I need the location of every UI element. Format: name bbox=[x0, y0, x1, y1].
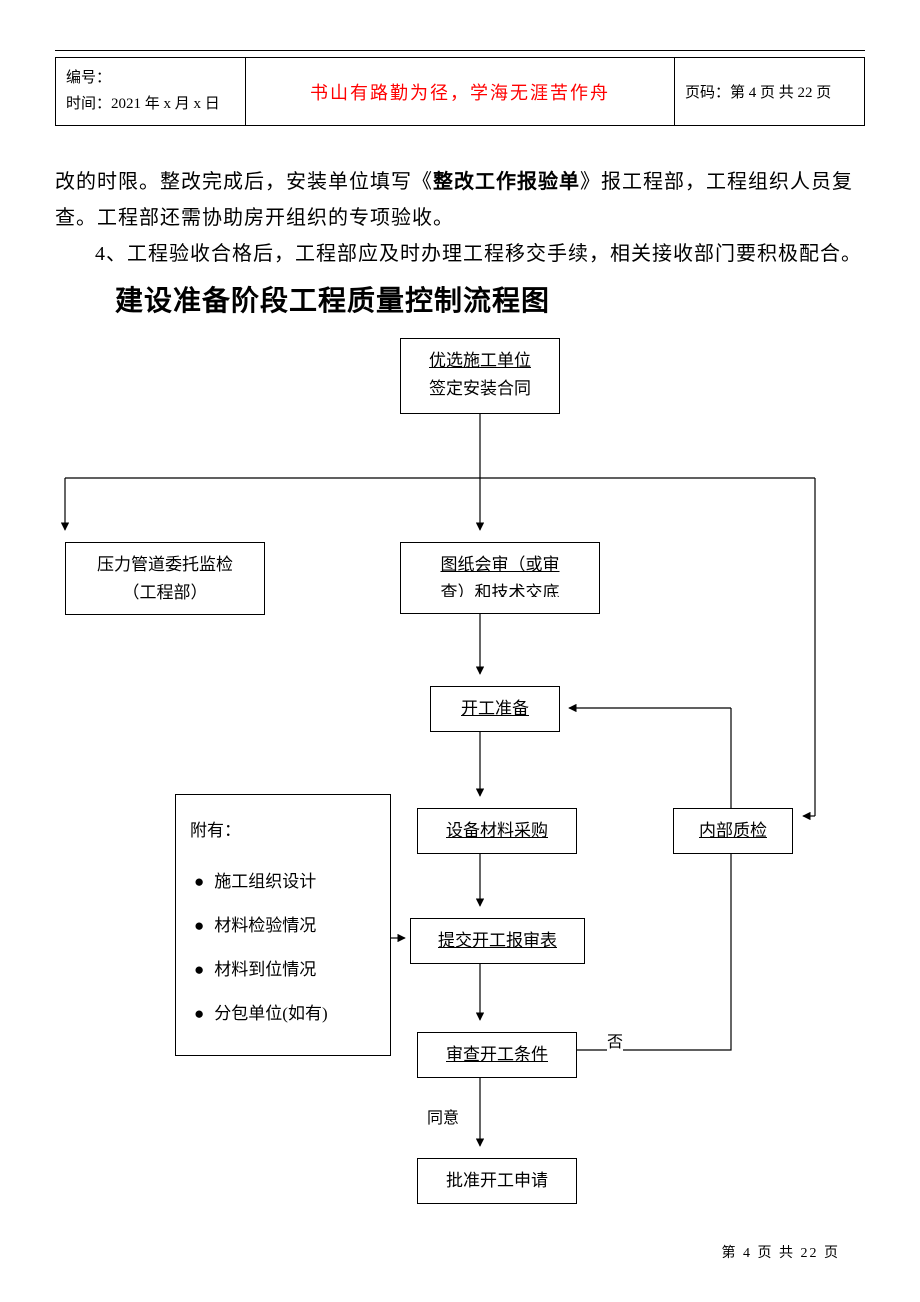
edge-label-no: 否 bbox=[607, 1028, 623, 1052]
flow-node-n1: 优选施工单位签定安装合同 bbox=[400, 338, 560, 414]
flow-node-n4: 开工准备 bbox=[430, 686, 560, 731]
p1-a: 改的时限。整改完成后，安装单位填写《 bbox=[55, 171, 433, 193]
attach-item-1: 材料检验情况 bbox=[190, 904, 372, 948]
attach-item-0: 施工组织设计 bbox=[190, 860, 372, 904]
header-left-cell: 编号： 时间：2021 年 x 月 x 日 bbox=[56, 58, 246, 126]
attach-heading: 附有： bbox=[190, 809, 372, 853]
time-label: 时间：2021 年 x 月 x 日 bbox=[66, 92, 235, 118]
numbering-label: 编号： bbox=[66, 66, 235, 92]
body-text: 改的时限。整改完成后，安装单位填写《整改工作报验单》报工程部，工程组织人员复查。… bbox=[55, 164, 865, 326]
paragraph-1: 改的时限。整改完成后，安装单位填写《整改工作报验单》报工程部，工程组织人员复查。… bbox=[55, 164, 865, 236]
flow-node-n6: 提交开工报审表 bbox=[410, 918, 585, 963]
edge-12 bbox=[577, 848, 731, 1050]
header-motto: 书山有路勤为径，学海无涯苦作舟 bbox=[246, 58, 675, 126]
header-page: 页码：第 4 页 共 22 页 bbox=[675, 58, 865, 126]
attach-item-3: 分包单位(如有) bbox=[190, 992, 372, 1036]
paragraph-2: 4、工程验收合格后，工程部应及时办理工程移交手续，相关接收部门要积极配合。 bbox=[55, 236, 865, 272]
attach-item-2: 材料到位情况 bbox=[190, 948, 372, 992]
attach-list: 施工组织设计材料检验情况材料到位情况分包单位(如有) bbox=[190, 860, 372, 1037]
footer-page: 第 4 页 共 22 页 bbox=[722, 1242, 841, 1262]
flow-node-n8: 批准开工申请 bbox=[417, 1158, 577, 1203]
p1-bold: 整改工作报验单 bbox=[433, 171, 580, 193]
flow-edges bbox=[55, 330, 865, 1210]
diagram-title: 建设准备阶段工程质量控制流程图 bbox=[115, 276, 865, 326]
flow-node-n9: 内部质检 bbox=[673, 808, 793, 853]
flow-node-n3: 图纸会审（或审查）和技术交底 bbox=[400, 542, 600, 614]
header-table: 编号： 时间：2021 年 x 月 x 日 书山有路勤为径，学海无涯苦作舟 页码… bbox=[55, 57, 865, 126]
flow-node-n7: 审查开工条件 bbox=[417, 1032, 577, 1077]
edge-label-yes: 同意 bbox=[427, 1104, 459, 1128]
flowchart: 优选施工单位签定安装合同压力管道委托监检（工程部） 图纸会审（或审查）和技术交底开… bbox=[55, 330, 865, 1210]
flow-node-n2: 压力管道委托监检（工程部） bbox=[65, 542, 265, 614]
attach-box: 附有： 施工组织设计材料检验情况材料到位情况分包单位(如有) bbox=[175, 794, 391, 1056]
flow-node-n5: 设备材料采购 bbox=[417, 808, 577, 853]
